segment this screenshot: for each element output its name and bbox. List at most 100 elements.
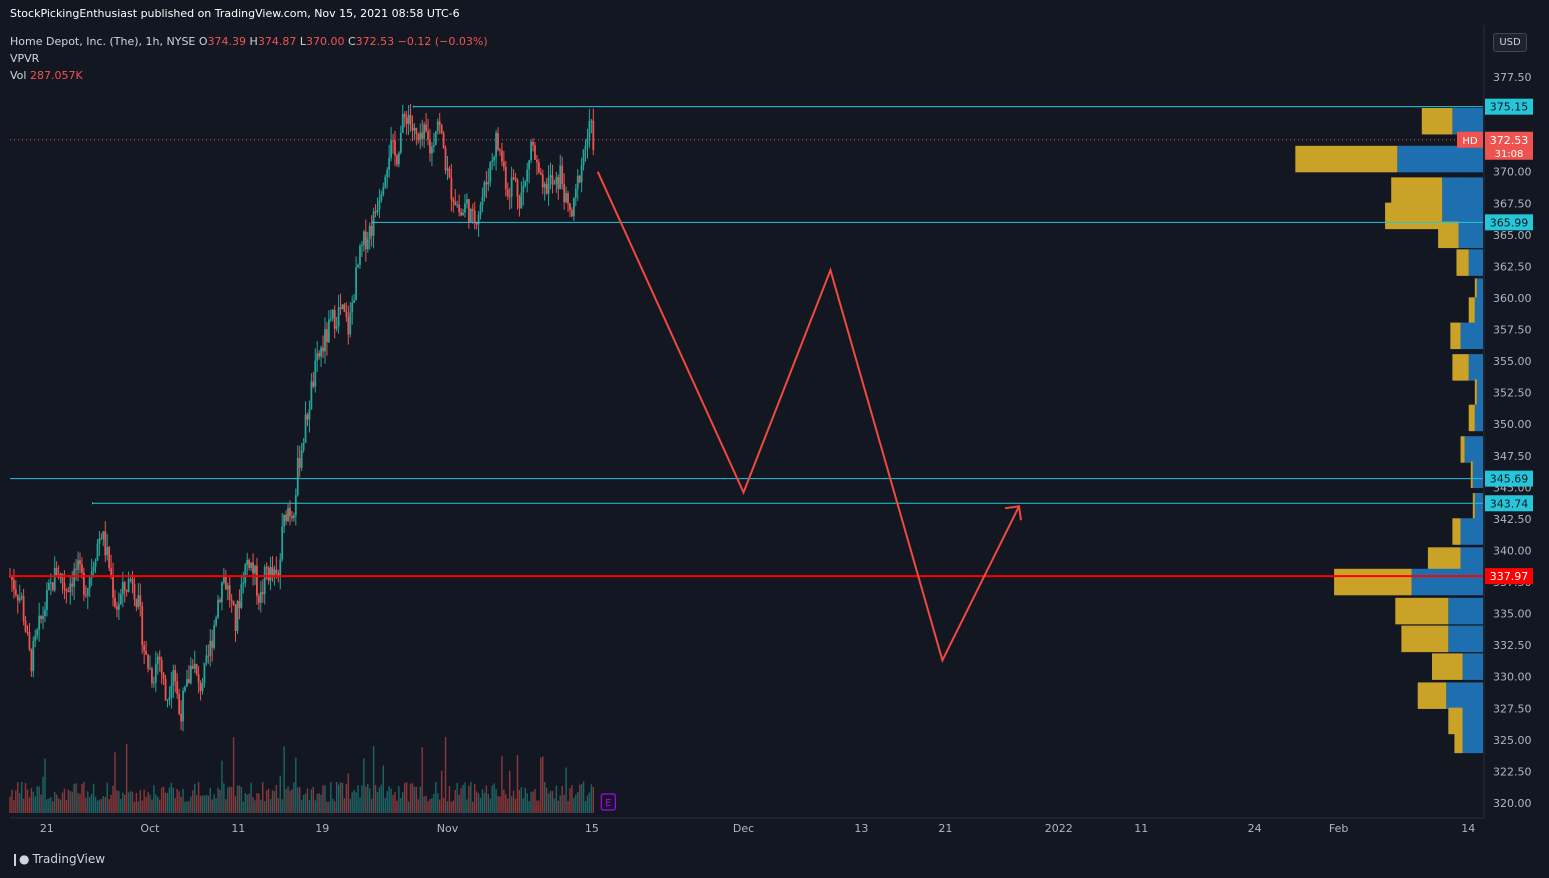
symbol-name[interactable]: Home Depot, Inc. (The), 1h, NYSE	[10, 35, 196, 48]
volume-bar	[197, 782, 200, 813]
volume-bar	[252, 797, 254, 813]
volume-bar	[217, 787, 219, 813]
candle-body	[432, 144, 435, 147]
candle-body	[532, 141, 534, 146]
earnings-marker[interactable]	[600, 793, 616, 811]
candle-body	[182, 690, 184, 722]
volume-bar	[147, 791, 149, 813]
candle-body	[450, 177, 453, 200]
candle-body	[238, 601, 241, 608]
volume-bar	[522, 798, 525, 813]
candle-body	[154, 663, 157, 683]
volume-bar	[17, 782, 19, 813]
candle-body	[335, 326, 338, 329]
candle-body	[191, 665, 194, 669]
candle-body	[77, 560, 79, 570]
volume-profile-up-bar	[1474, 278, 1477, 305]
volume-bar	[452, 800, 455, 813]
candle-body	[316, 353, 319, 361]
volume-bar	[553, 798, 556, 813]
candle-body	[151, 668, 153, 684]
volume-profile-down-bar	[1474, 404, 1483, 432]
volume-profile-down-bar	[1442, 177, 1483, 204]
volume-bar	[26, 789, 29, 813]
volume-bar	[339, 782, 342, 813]
volume-profile-down-bar	[1468, 354, 1483, 381]
volume-bar	[503, 789, 505, 813]
volume-bar	[79, 793, 81, 813]
candle-body	[30, 649, 33, 672]
candle-body	[401, 113, 404, 133]
tradingview-logo[interactable]: ❙● TradingView	[10, 852, 105, 866]
candle-body	[252, 562, 254, 574]
volume-bar	[267, 788, 270, 813]
candle-body	[207, 655, 210, 657]
candle-body	[543, 183, 546, 188]
projection-path[interactable]	[596, 171, 1020, 664]
candle-body	[55, 567, 58, 577]
vpvr-legend[interactable]: VPVR	[10, 52, 39, 65]
volume-bar	[394, 792, 396, 813]
candle-body	[156, 656, 159, 664]
candle-body	[429, 139, 431, 154]
candle-body	[65, 589, 68, 592]
currency-button[interactable]: USD	[1493, 33, 1527, 52]
candle-body	[520, 192, 523, 209]
volume-bar	[250, 782, 252, 813]
candle-body	[98, 538, 101, 544]
volume-bar	[65, 800, 68, 813]
candle-body	[491, 160, 494, 163]
candle-body	[47, 582, 50, 591]
candle-body	[291, 516, 293, 519]
candle-body	[259, 592, 262, 603]
candle-body	[555, 176, 558, 184]
volume-bar	[209, 787, 211, 813]
volume-bar	[509, 770, 511, 813]
low-label: L	[299, 35, 306, 48]
candle-body	[444, 148, 447, 171]
volume-bar	[89, 797, 91, 813]
volume-profile-up-bar	[1456, 249, 1469, 276]
volume-bar	[306, 788, 309, 813]
volume-profile-up-bar	[1454, 726, 1463, 754]
candle-body	[36, 629, 39, 636]
candle-body	[514, 177, 517, 181]
volume-bar	[518, 789, 521, 813]
candle-body	[462, 212, 464, 216]
candle-body	[530, 141, 532, 161]
candle-body	[506, 189, 509, 196]
volume-bar	[143, 789, 145, 813]
volume-bar	[510, 796, 513, 813]
volume-bar	[409, 783, 412, 813]
y-tick-label: 325.00	[1493, 734, 1532, 747]
candle-body	[180, 713, 183, 722]
volume-bar	[442, 797, 445, 813]
volume-bar	[582, 781, 585, 813]
volume-bar	[13, 800, 15, 813]
candle-body	[481, 196, 484, 205]
volume-profile-up-bar	[1295, 145, 1398, 173]
candle-body	[84, 594, 87, 596]
last-price-tag	[1485, 131, 1533, 160]
y-tick-label: 320.00	[1493, 797, 1532, 810]
volume-bar	[293, 782, 295, 813]
volume-bar	[378, 787, 381, 813]
volume-bar	[547, 793, 550, 813]
candle-body	[512, 177, 515, 179]
y-tick-label: 322.50	[1493, 765, 1532, 778]
candle-body	[454, 201, 457, 206]
candle-body	[265, 567, 268, 569]
level-price-tag	[1485, 495, 1533, 512]
volume-bar	[470, 781, 472, 813]
volume-legend[interactable]: Vol 287.057K	[10, 69, 83, 82]
volume-bar	[532, 791, 534, 813]
candle-body	[257, 595, 260, 603]
volume-bar	[425, 795, 427, 813]
volume-bar	[314, 800, 316, 813]
candle-body	[160, 659, 163, 674]
volume-bar	[258, 793, 260, 813]
volume-bar	[116, 790, 118, 813]
candle-body	[343, 304, 346, 312]
y-tick-label: 355.00	[1493, 355, 1532, 368]
